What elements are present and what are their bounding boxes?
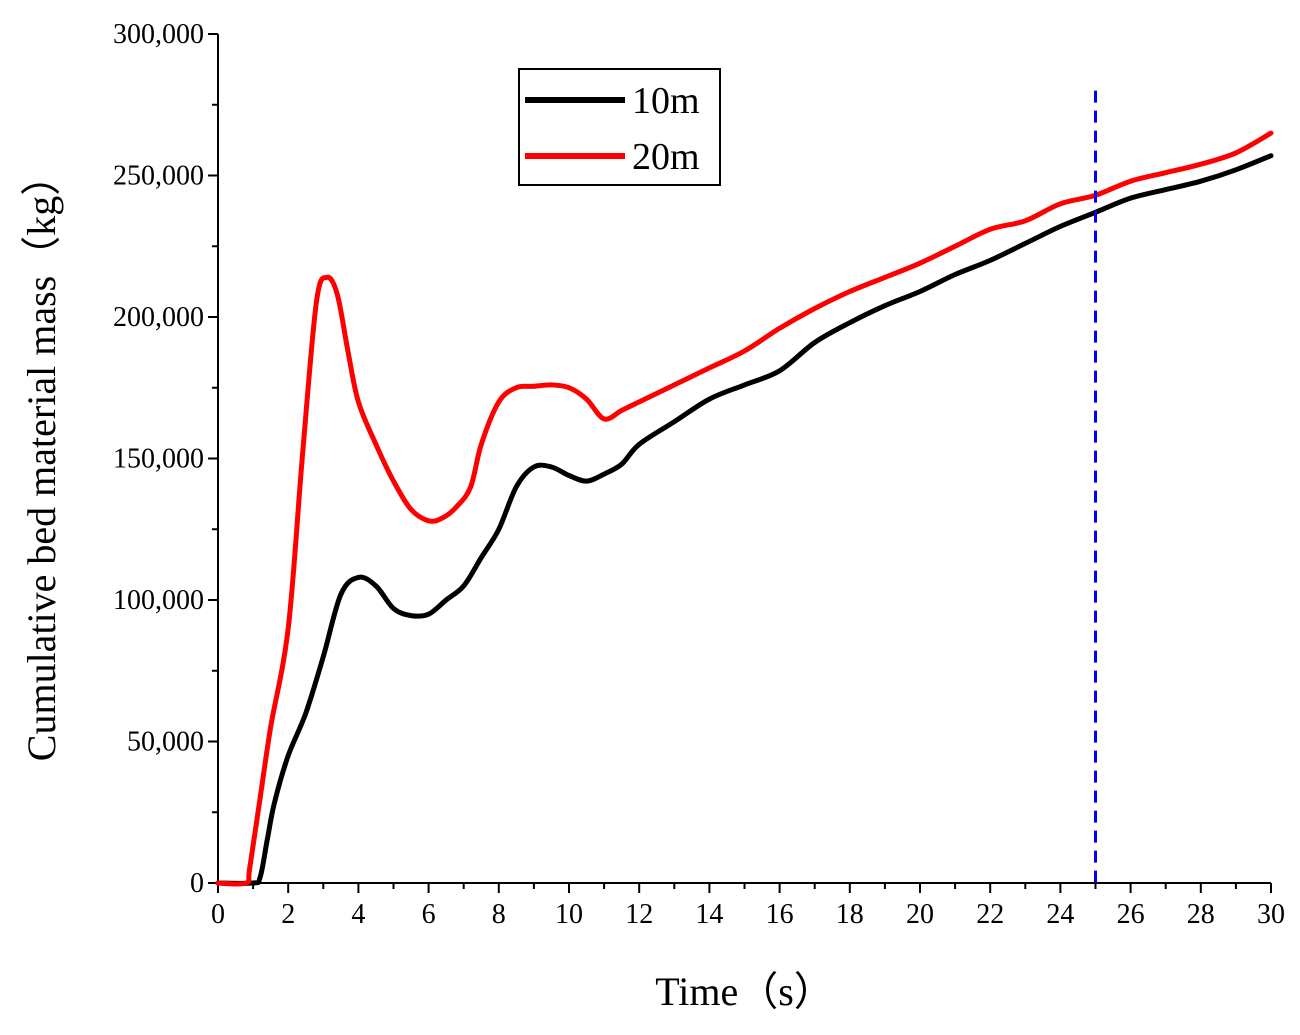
x-tick-label: 10 [555, 899, 583, 930]
x-tick-label: 28 [1187, 899, 1215, 930]
y-tick-label: 200,000 [113, 302, 204, 333]
x-tick-label: 12 [625, 899, 653, 930]
legend-label-20m: 20m [632, 136, 700, 178]
y-axis-title: Cumulative bed material mass（kg） [19, 156, 64, 761]
legend-box [518, 68, 721, 186]
y-tick-label: 100,000 [113, 585, 204, 616]
x-tick-label: 30 [1257, 899, 1285, 930]
legend: 10m 20m [518, 68, 721, 186]
x-tick-label: 16 [766, 899, 794, 930]
y-tick-label: 0 [190, 868, 204, 899]
x-tick-label: 26 [1117, 899, 1145, 930]
y-tick-label: 250,000 [113, 161, 204, 192]
x-tick-label: 18 [836, 899, 864, 930]
legend-label-10m: 10m [632, 80, 700, 122]
x-tick-label: 4 [351, 899, 365, 930]
x-tick-label: 24 [1046, 899, 1074, 930]
y-axis: 0 50,000 100,000 150,000 200,000 250,000 300,0… [113, 19, 219, 899]
y-tick-label: 50,000 [127, 727, 204, 758]
series-line-10m [215, 153, 1274, 886]
x-tick-label: 22 [976, 899, 1004, 930]
x-tick-label: 20 [906, 899, 934, 930]
y-tick-label: 150,000 [113, 444, 204, 475]
x-tick-label: 2 [281, 899, 295, 930]
x-axis-title: Time（s） [655, 969, 834, 1014]
y-tick-label: 300,000 [113, 19, 204, 50]
x-tick-label: 6 [422, 899, 436, 930]
x-tick-label: 0 [211, 899, 225, 930]
series-line-20m [215, 130, 1274, 887]
series-layer [215, 130, 1274, 887]
x-tick-label: 8 [492, 899, 506, 930]
x-axis: 0 2 4 6 8 10 12 14 16 18 20 22 24 26 28 30 [211, 882, 1285, 930]
x-tick-label: 14 [695, 899, 723, 930]
